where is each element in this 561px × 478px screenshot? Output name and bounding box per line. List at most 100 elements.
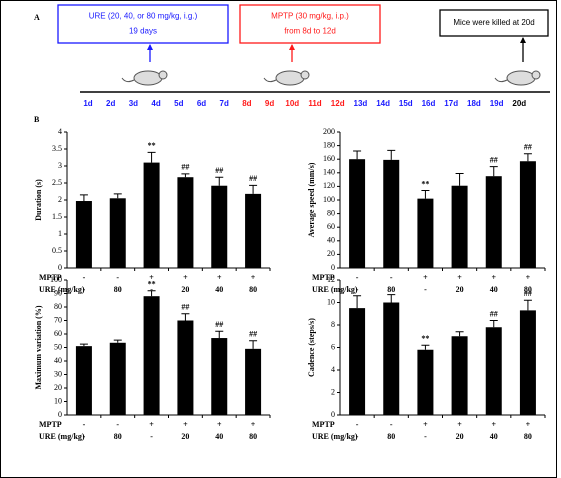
row-value: 80 [524,432,532,441]
y-tick-label: 1 [58,229,62,238]
significance: ## [249,330,257,339]
row-value: - [424,285,427,294]
bar [109,198,126,268]
day-label: 3d [129,99,138,108]
bar [245,193,262,268]
row-value: - [356,285,359,294]
bar [211,185,228,268]
y-tick-label: 10 [54,396,62,405]
error-bar [113,339,122,343]
row-value: - [83,420,86,429]
row-value: - [390,420,393,429]
bar [417,198,434,268]
y-axis-label: Duration (s) [34,179,43,221]
y-tick-label: 140 [323,168,335,177]
day-label: 18d [467,99,481,108]
row-value: + [251,273,256,282]
row-value: 40 [490,285,498,294]
row-value: + [217,420,222,429]
bar [519,310,536,415]
bar [245,348,262,415]
y-tick-label: 3.5 [52,144,62,153]
significance: ## [181,303,189,312]
mouse-body [133,70,163,86]
row-value: 40 [215,285,223,294]
row-value: - [356,432,359,441]
y-tick-label: 40 [54,356,62,365]
row-value: + [423,273,428,282]
significance: ** [148,280,156,289]
row-name: URE (mg/kg) [39,432,85,441]
timeline-text: URE (20, 40, or 80 mg/kg, i.g.) [89,12,198,21]
row-name: MPTP [39,273,62,282]
error-bar [249,340,258,349]
y-tick-label: 60 [327,222,335,231]
row-name: URE (mg/kg) [312,285,358,294]
row-value: 40 [215,432,223,441]
row-value: - [116,273,119,282]
error-bar [489,166,498,177]
y-tick-label: 0 [58,410,62,419]
row-value: 80 [524,285,532,294]
day-label: 7d [220,99,229,108]
arrow-head [289,44,295,50]
day-label: 19d [490,99,504,108]
y-tick-label: 0 [331,263,335,272]
significance: ## [215,320,223,329]
significance: ## [249,174,257,183]
row-value: + [217,273,222,282]
day-label: 14d [376,99,390,108]
day-label: 17d [444,99,458,108]
y-tick-label: 100 [323,195,335,204]
y-tick-label: 40 [327,236,335,245]
error-bar [353,150,362,160]
row-value: 20 [456,432,464,441]
panel-label: A [34,13,40,22]
row-value: - [83,285,86,294]
error-bar [215,330,224,339]
bar [177,320,194,415]
day-label: 15d [399,99,413,108]
row-value: + [457,273,462,282]
row-name: MPTP [312,273,335,282]
bar [75,346,92,415]
error-bar [249,184,258,194]
y-tick-label: 0.5 [52,246,62,255]
day-label: 6d [197,99,206,108]
row-value: - [356,420,359,429]
bar [177,177,194,268]
error-bar [215,176,224,186]
row-value: 80 [387,285,395,294]
panel-label: B [34,115,40,124]
day-label: 4d [151,99,160,108]
significance: ## [181,163,189,172]
row-value: + [183,420,188,429]
mouse-head [300,70,310,80]
y-tick-label: 80 [327,208,335,217]
bar [451,336,468,415]
y-tick-label: 2 [331,387,335,396]
arrow-head [147,44,153,50]
row-value: - [83,273,86,282]
significance: ## [490,156,498,165]
y-tick-label: 20 [327,249,335,258]
mouse-body [506,70,536,86]
row-value: - [390,273,393,282]
row-name: MPTP [312,420,335,429]
row-value: 40 [490,432,498,441]
row-value: + [423,420,428,429]
y-tick-label: 2 [58,195,62,204]
y-axis-label: Maximum variation (%) [34,305,43,389]
error-bar [181,313,190,321]
error-bar [489,320,498,328]
significance: ## [490,309,498,318]
error-bar [523,153,532,162]
y-tick-label: 3 [58,161,62,170]
y-tick-label: 6 [331,342,335,351]
y-axis-label: Average speed (mm/s) [307,162,316,237]
row-value: + [526,273,531,282]
error-bar [421,189,430,199]
mouse-tail [121,77,135,83]
row-value: 80 [114,285,122,294]
bar [143,296,160,415]
